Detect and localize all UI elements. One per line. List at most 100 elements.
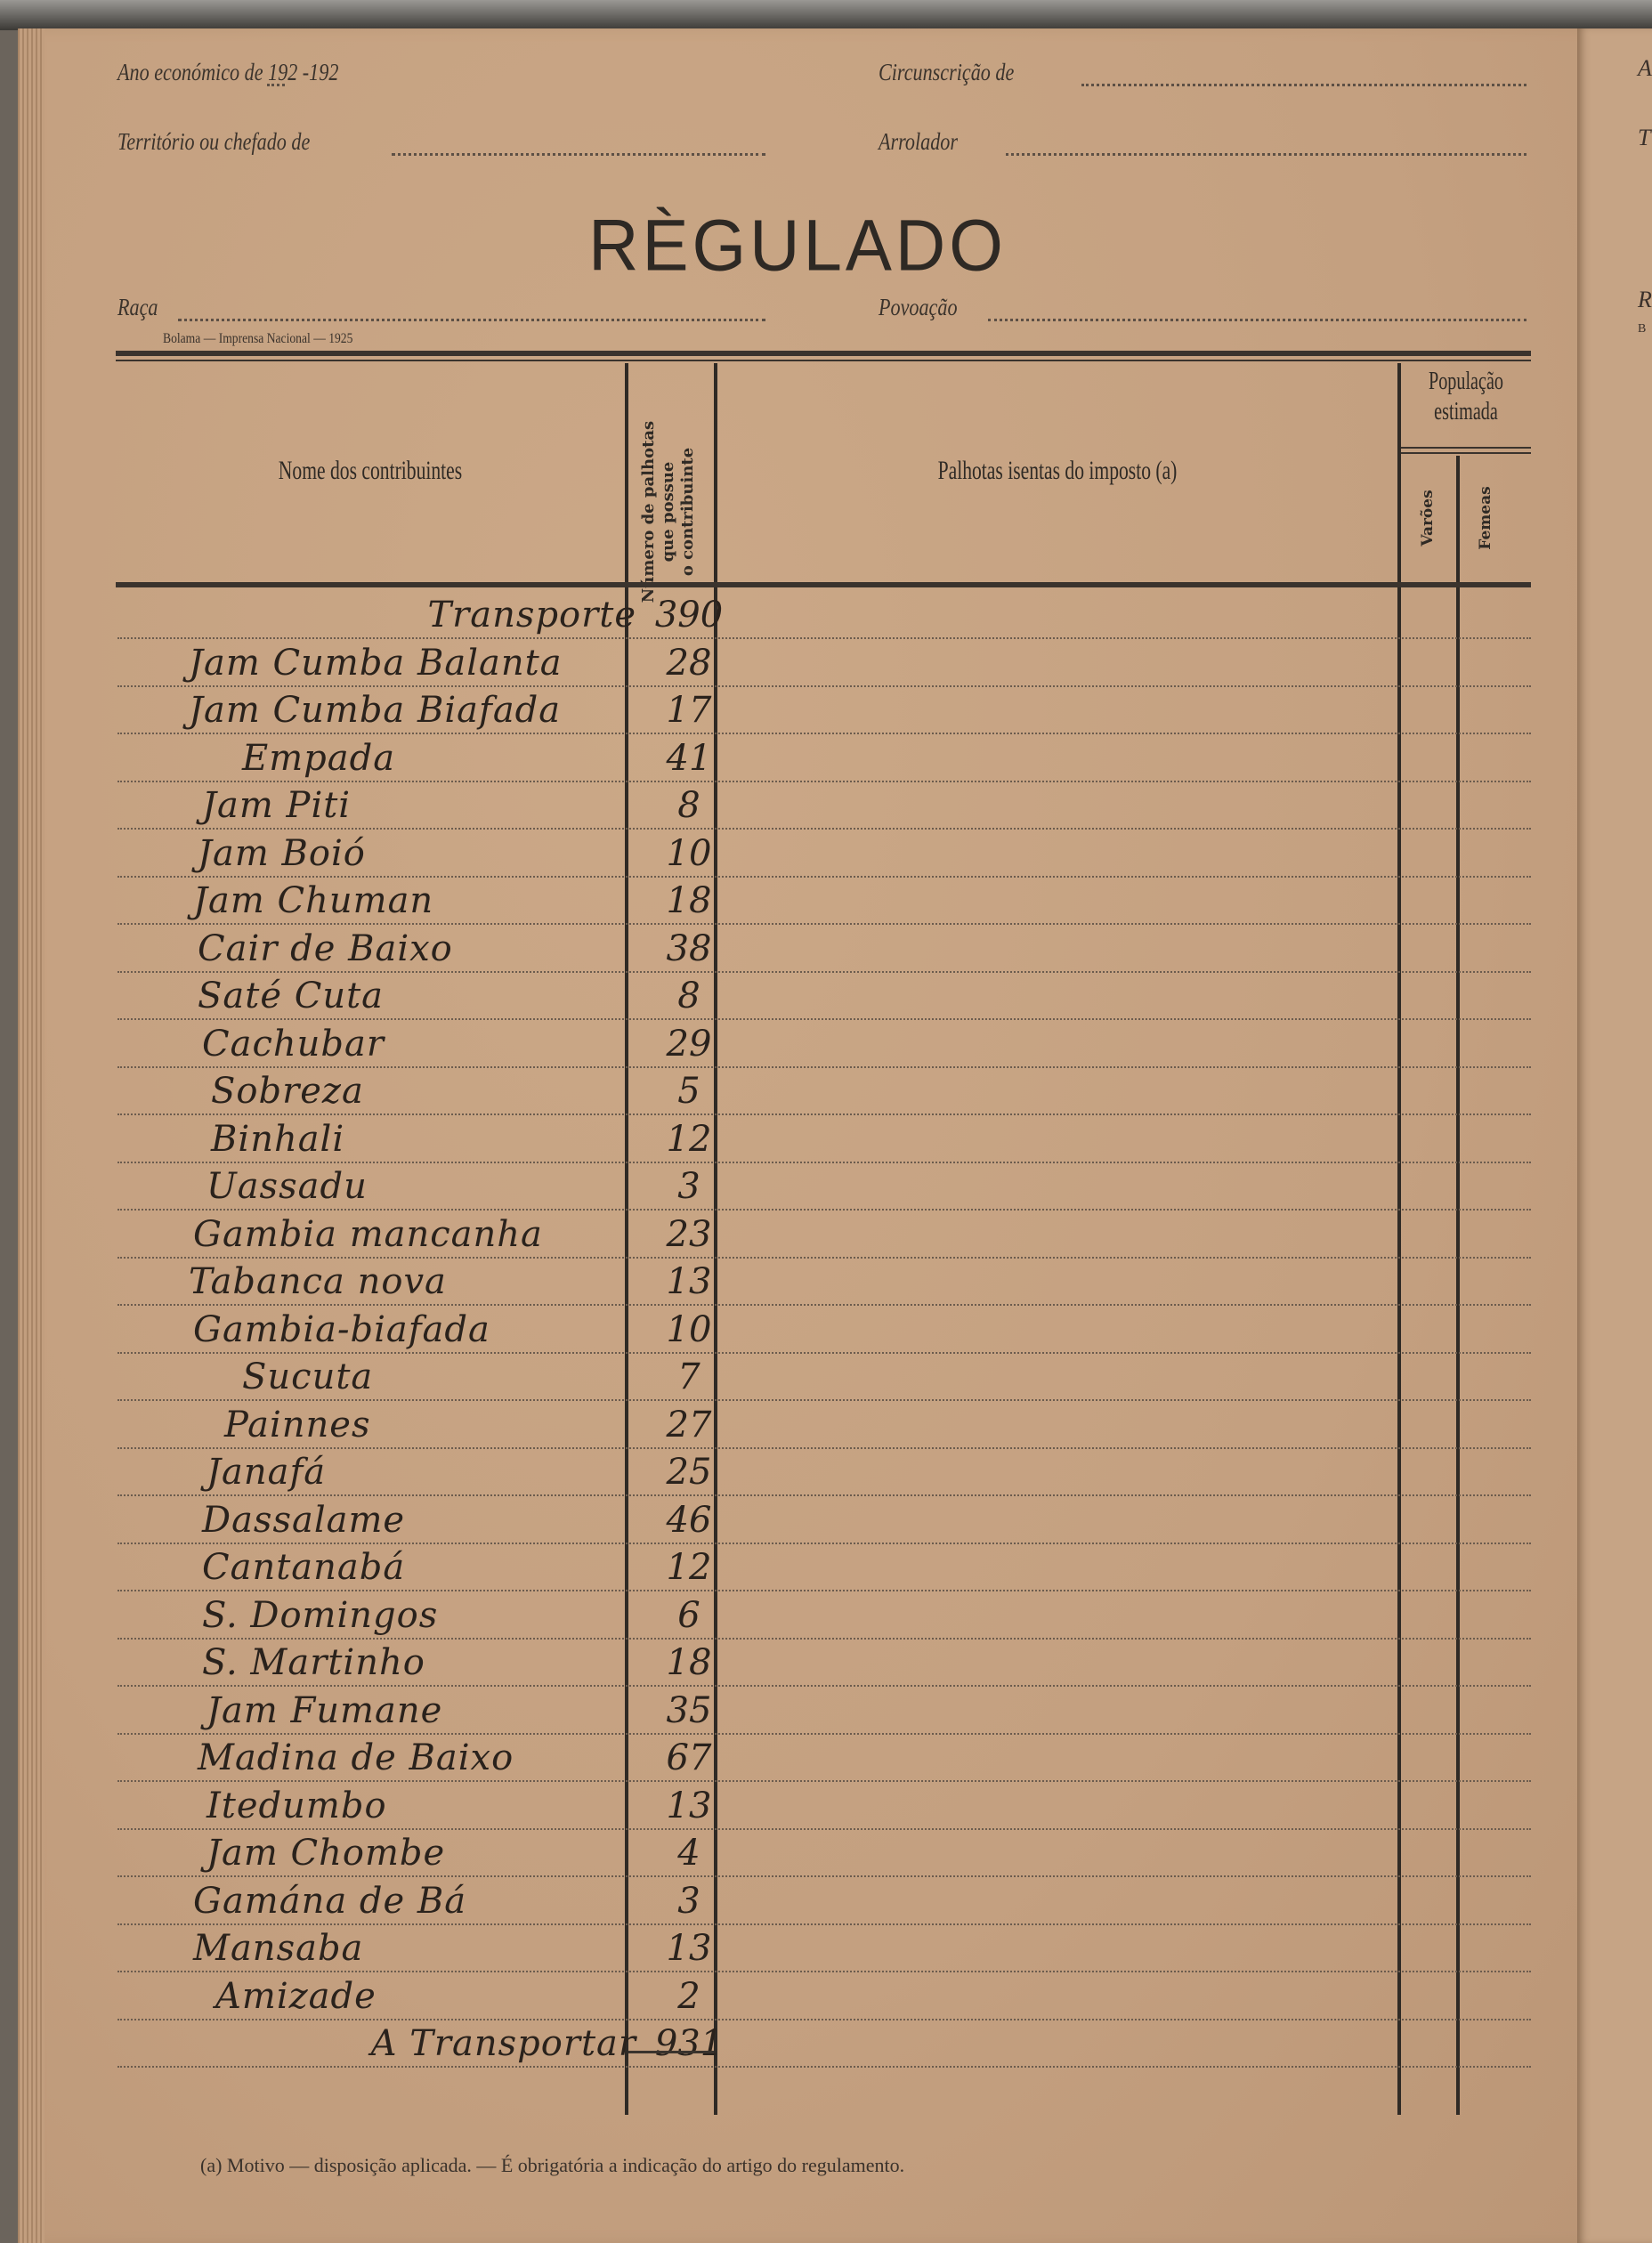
table-row: Jam Chuman 18 bbox=[117, 875, 1531, 925]
palhotas-count: 13 bbox=[666, 1785, 712, 1826]
table-row: Gamána de Bá 3 bbox=[117, 1875, 1531, 1925]
page-edges bbox=[18, 28, 45, 2243]
next-page-fragment: T bbox=[1638, 125, 1651, 150]
table-row: S. Martinho 18 bbox=[117, 1637, 1531, 1687]
povoacao-field[interactable] bbox=[988, 319, 1526, 321]
table-row: Jam Fumane 35 bbox=[117, 1685, 1531, 1735]
contribuinte-name: Mansaba bbox=[193, 1928, 364, 1969]
table-row: Gambia mancanha 23 bbox=[117, 1209, 1531, 1259]
table-row: Amizade 2 bbox=[117, 1971, 1531, 2020]
palhotas-count: 4 bbox=[677, 1833, 700, 1874]
palhotas-count: 13 bbox=[666, 1928, 712, 1969]
palhotas-count: 41 bbox=[666, 737, 712, 779]
palhotas-count: 28 bbox=[666, 642, 712, 684]
printer-imprint: Bolama — Imprensa Nacional — 1925 bbox=[163, 331, 353, 346]
next-page-fragment: B bbox=[1638, 322, 1647, 336]
table-row: Jam Boió 10 bbox=[117, 828, 1531, 878]
column-divider-isentas bbox=[1397, 363, 1401, 2115]
table-row: Jam Cumba Biafada 17 bbox=[117, 684, 1531, 734]
territorio-field[interactable] bbox=[392, 153, 765, 156]
contribuinte-name: Saté Cuta bbox=[198, 976, 384, 1016]
table-row: Jam Piti 8 bbox=[117, 780, 1531, 830]
table-row: Dassalame 46 bbox=[117, 1494, 1531, 1544]
next-page-fragment: A bbox=[1638, 55, 1652, 81]
column-divider-nome bbox=[625, 363, 628, 2115]
arrolador-label: Arrolador bbox=[879, 128, 958, 155]
populacao-rule-2 bbox=[1401, 452, 1531, 454]
raca-field[interactable] bbox=[178, 319, 765, 321]
table-row: Madina de Baixo 67 bbox=[117, 1732, 1531, 1782]
contribuinte-name: Cantanabá bbox=[202, 1547, 406, 1588]
circunscricao-field[interactable] bbox=[1081, 84, 1526, 86]
table-row: Transporte 390 bbox=[117, 589, 1531, 639]
table-row: Painnes 27 bbox=[117, 1399, 1531, 1449]
palhotas-count: 8 bbox=[677, 976, 700, 1016]
contribuinte-name: Jam Cumba Biafada bbox=[189, 690, 562, 731]
palhotas-count: 12 bbox=[666, 1547, 712, 1588]
palhotas-count: 5 bbox=[677, 1071, 700, 1112]
contribuinte-name: Jam Boió bbox=[198, 832, 366, 874]
table-row: S. Domingos 6 bbox=[117, 1590, 1531, 1640]
contribuinte-name: Jam Cumba Balanta bbox=[189, 642, 563, 684]
palhotas-count: 3 bbox=[677, 1166, 700, 1207]
table-row: Binhali 12 bbox=[117, 1113, 1531, 1163]
table-row: Uassadu 3 bbox=[117, 1161, 1531, 1211]
table-row: Tabanca nova 13 bbox=[117, 1256, 1531, 1306]
column-divider-varoes bbox=[1456, 456, 1460, 2115]
ano-economico-label: Ano económico de 192 -192 bbox=[117, 59, 339, 85]
contribuinte-name: Transporte bbox=[427, 595, 636, 636]
contribuinte-name: Uassadu bbox=[206, 1166, 368, 1207]
palhotas-count: 46 bbox=[666, 1499, 712, 1541]
circunscricao-label: Circunscrição de bbox=[879, 59, 1015, 85]
palhotas-count: 18 bbox=[666, 880, 712, 921]
contribuinte-name: Cachubar bbox=[202, 1023, 385, 1065]
contribuinte-name: Janafá bbox=[206, 1452, 327, 1493]
table-row: Cair de Baixo 38 bbox=[117, 923, 1531, 973]
palhotas-count: 67 bbox=[666, 1737, 712, 1778]
palhotas-count: 23 bbox=[666, 1213, 712, 1255]
column-header-isentas: Palhotas isentas do imposto (a) bbox=[937, 456, 1178, 485]
table-row: Gambia-biafada 10 bbox=[117, 1304, 1531, 1354]
contribuinte-name: Jam Fumane bbox=[206, 1689, 443, 1731]
arrolador-field[interactable] bbox=[1006, 153, 1526, 156]
table-row: Sucuta 7 bbox=[117, 1351, 1531, 1401]
palhotas-count: 6 bbox=[677, 1594, 700, 1636]
ano-field[interactable] bbox=[267, 84, 285, 86]
palhotas-count: 27 bbox=[666, 1404, 712, 1445]
page-title: RÈGULADO bbox=[588, 203, 1007, 287]
contribuinte-name: Sobreza bbox=[211, 1071, 364, 1112]
table-row: Sobreza 5 bbox=[117, 1065, 1531, 1115]
contribuinte-name: S. Domingos bbox=[202, 1594, 439, 1636]
contribuinte-name: S. Martinho bbox=[202, 1642, 425, 1683]
palhotas-count: 931 bbox=[654, 2023, 724, 2064]
table-row: Empada 41 bbox=[117, 733, 1531, 782]
palhotas-count: 25 bbox=[666, 1452, 712, 1493]
contribuinte-name: Painnes bbox=[224, 1404, 371, 1445]
contribuinte-name: Itedumbo bbox=[206, 1785, 387, 1826]
table-row: Janafá 25 bbox=[117, 1446, 1531, 1496]
ledger-page: Ano económico de 192 -192 Circunscrição … bbox=[18, 28, 1577, 2243]
header-top-rule-thin bbox=[116, 360, 1531, 361]
contribuinte-name: Amizade bbox=[215, 1975, 377, 2017]
table-row: Cantanabá 12 bbox=[117, 1542, 1531, 1591]
table-row: Jam Chombe 4 bbox=[117, 1827, 1531, 1877]
palhotas-count: 29 bbox=[666, 1023, 712, 1065]
palhotas-count: 10 bbox=[666, 1308, 712, 1350]
table-row: Saté Cuta 8 bbox=[117, 970, 1531, 1020]
populacao-l1: População bbox=[1429, 368, 1503, 395]
contribuinte-name: Gambia-biafada bbox=[193, 1308, 490, 1350]
palhotas-count: 12 bbox=[666, 1118, 712, 1160]
palhotas-count: 390 bbox=[654, 595, 724, 636]
palhotas-count: 18 bbox=[666, 1642, 712, 1683]
table-row: Mansaba 13 bbox=[117, 1923, 1531, 1972]
next-page-fragment: R bbox=[1638, 287, 1652, 312]
palhotas-count: 10 bbox=[666, 832, 712, 874]
footnote: (a) Motivo — disposição aplicada. — É ob… bbox=[200, 2154, 905, 2176]
contribuinte-name: Dassalame bbox=[202, 1499, 406, 1541]
column-divider-numero bbox=[714, 363, 717, 2115]
contribuinte-name: Madina de Baixo bbox=[198, 1737, 514, 1778]
palhotas-count: 2 bbox=[677, 1975, 700, 2017]
total-rule bbox=[628, 2051, 714, 2053]
populacao-rule bbox=[1401, 447, 1531, 449]
contribuinte-name: Cair de Baixo bbox=[198, 927, 453, 969]
